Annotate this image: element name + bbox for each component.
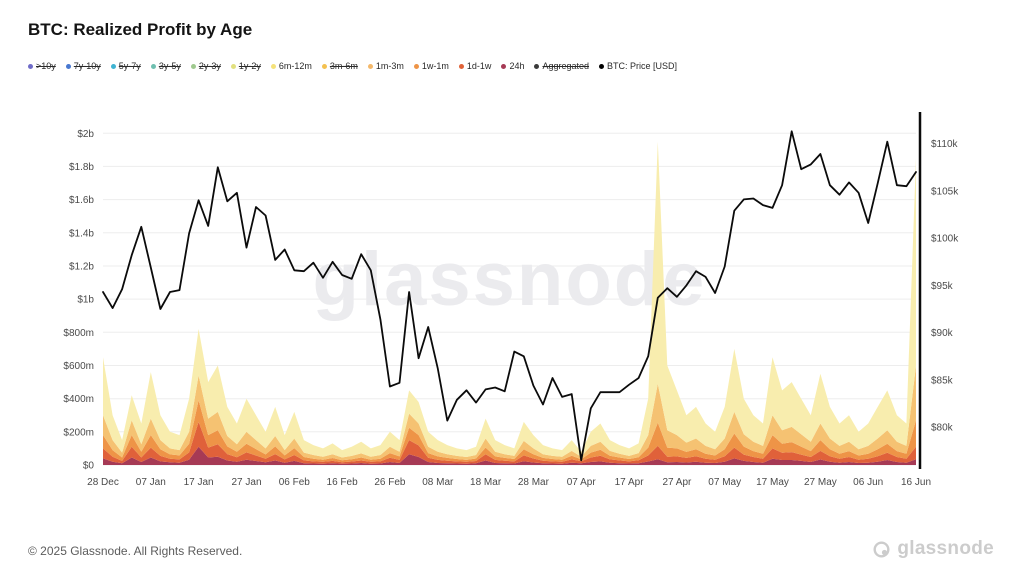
x-axis-tick: 27 Apr <box>662 477 692 488</box>
legend-item-2y-3y[interactable]: 2y-3y <box>190 61 221 71</box>
x-axis-tick: 28 Mar <box>518 477 550 488</box>
legend-item-7y-10y[interactable]: 7y-10y <box>65 61 101 71</box>
right-axis-tick: $110k <box>931 139 959 150</box>
left-axis-tick: $600m <box>63 361 94 372</box>
legend-item-1y-2y[interactable]: 1y-2y <box>230 61 261 71</box>
x-axis-tick: 07 May <box>708 477 741 488</box>
x-axis-tick: 27 May <box>804 477 837 488</box>
x-axis-tick: 26 Feb <box>374 477 406 488</box>
x-axis-tick: 07 Apr <box>567 477 597 488</box>
x-axis-tick: 16 Feb <box>327 477 359 488</box>
left-axis-tick: $200m <box>63 427 94 438</box>
legend-color-dot-icon <box>458 63 464 69</box>
area-band-1d-1w <box>103 421 916 464</box>
left-axis-tick: $2b <box>77 129 94 140</box>
legend-item-1w-1m[interactable]: 1w-1m <box>413 61 449 71</box>
x-axis-tick: 27 Jan <box>231 477 261 488</box>
legend-color-dot-icon <box>413 63 419 69</box>
legend-color-dot-icon <box>367 63 373 69</box>
legend-label: 1w-1m <box>421 61 449 71</box>
legend-item-3y-5y[interactable]: 3y-5y <box>150 61 181 71</box>
right-axis-tick: $80k <box>931 423 954 434</box>
glassnode-logo-text: glassnode <box>897 538 994 559</box>
legend-color-dot-icon <box>28 63 33 69</box>
legend-label: 1d-1w <box>466 61 492 71</box>
left-axis-tick: $0 <box>83 461 95 472</box>
area-band-1m-3m <box>103 365 916 461</box>
glassnode-logo: glassnode <box>873 538 994 560</box>
left-axis-tick: $1b <box>77 295 94 306</box>
legend-item-1d-1w[interactable]: 1d-1w <box>458 61 492 71</box>
x-axis-tick: 16 Jun <box>901 477 931 488</box>
x-axis-tick: 17 Jan <box>184 477 214 488</box>
legend-color-dot-icon <box>270 63 276 69</box>
legend-color-dot-icon <box>190 63 196 69</box>
x-axis-tick: 17 May <box>756 477 789 488</box>
legend-item-3m-6m[interactable]: 3m-6m <box>321 61 358 71</box>
x-axis-tick: 06 Feb <box>279 477 311 488</box>
right-axis-tick: $95k <box>931 281 954 292</box>
left-axis-tick: $1.4b <box>69 228 94 239</box>
right-axis-tick: $85k <box>931 375 954 386</box>
glassnode-logo-icon <box>873 540 890 558</box>
left-axis-tick: $800m <box>63 328 94 339</box>
left-axis-tick: $1.2b <box>69 262 94 273</box>
legend-color-dot-icon <box>321 63 327 69</box>
x-axis-tick: 08 Mar <box>422 477 454 488</box>
legend-label: 2y-3y <box>198 61 221 71</box>
left-axis-tick: $400m <box>63 394 94 405</box>
legend-item-5y-7y[interactable]: 5y-7y <box>110 61 141 71</box>
legend-label: 6m-12m <box>278 61 312 71</box>
area-band-24h <box>103 446 916 465</box>
legend-label: 3y-5y <box>158 61 181 71</box>
legend-color-dot-icon <box>501 63 507 69</box>
right-axis-tick: $105k <box>931 186 959 197</box>
legend-label: Aggregated <box>542 61 590 71</box>
legend-label: >10y <box>36 61 56 71</box>
area-band-1w-1m <box>103 400 916 463</box>
chart-title: BTC: Realized Profit by Age <box>28 20 253 39</box>
legend-item-24h[interactable]: 24h <box>501 61 524 71</box>
x-axis-tick: 18 Mar <box>470 477 502 488</box>
legend-label: 1y-2y <box>238 61 261 71</box>
legend-color-dot-icon <box>65 63 71 69</box>
area-band-6m-12m <box>103 141 916 458</box>
x-axis-tick: 07 Jan <box>136 477 166 488</box>
copyright-text: © 2025 Glassnode. All Rights Reserved. <box>28 544 243 558</box>
left-axis-tick: $1.8b <box>69 162 94 173</box>
legend-color-dot-icon <box>534 63 540 69</box>
chart-canvas[interactable]: $0 $200m $400m $600m $800m $1b $1.2b $1.4b $1.6b… <box>0 98 1024 498</box>
watermark: glassnode <box>313 237 707 322</box>
legend-label: BTC: Price [USD] <box>607 61 678 71</box>
btc-price-line <box>102 130 917 462</box>
x-axis-tick: 17 Apr <box>615 477 645 488</box>
right-axis-tick: $100k <box>931 234 959 245</box>
left-axis-tick: $1.6b <box>69 195 94 206</box>
legend-label: 3m-6m <box>329 61 358 71</box>
x-axis-tick: 28 Dec <box>87 477 119 488</box>
legend-label: 1m-3m <box>375 61 404 71</box>
right-axis-tick: $90k <box>931 328 954 339</box>
legend-color-dot-icon <box>599 63 605 69</box>
legend-color-dot-icon <box>230 63 236 69</box>
legend-item-1m-3m[interactable]: 1m-3m <box>367 61 404 71</box>
legend-color-dot-icon <box>150 63 156 69</box>
legend-item-btc-price-usd-[interactable]: BTC: Price [USD] <box>599 61 677 71</box>
legend-label: 7y-10y <box>73 61 101 71</box>
legend-label: 24h <box>509 61 525 71</box>
legend-color-dot-icon <box>110 63 116 69</box>
legend-label: 5y-7y <box>118 61 141 71</box>
x-axis-tick: 06 Jun <box>853 477 883 488</box>
legend-item-6m-12m[interactable]: 6m-12m <box>270 61 312 71</box>
legend-item-aggregated[interactable]: Aggregated <box>534 61 589 71</box>
legend-item--10y[interactable]: >10y <box>28 61 56 71</box>
chart-legend: >10y 7y-10y 5y-7y 3y-5y 2y-3y 1y-2y 6m-12m 3m-6… <box>28 61 1004 71</box>
